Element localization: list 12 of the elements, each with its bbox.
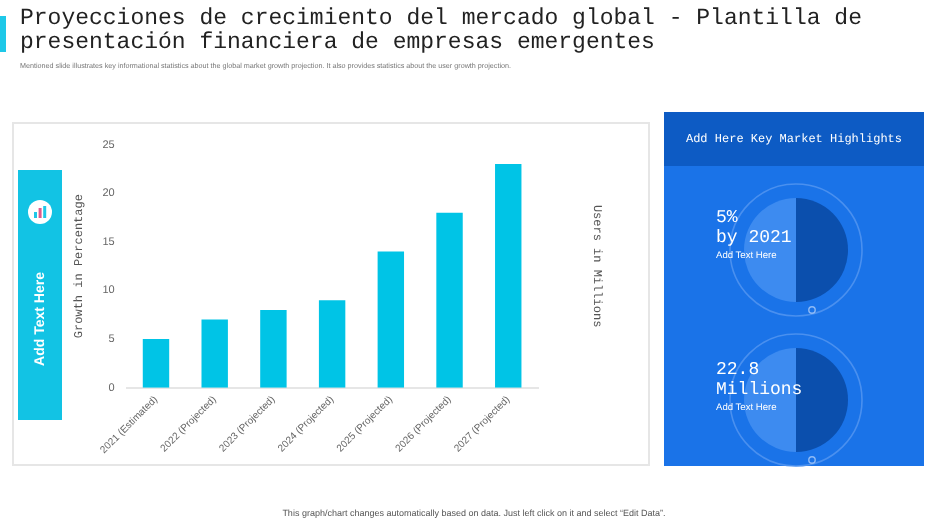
bar xyxy=(377,251,405,388)
text: 22.8 xyxy=(716,360,760,380)
bar xyxy=(436,212,463,388)
bar xyxy=(142,339,170,388)
bar xyxy=(495,164,522,388)
text: 5% xyxy=(716,208,738,228)
bar xyxy=(201,319,228,388)
bar xyxy=(260,309,287,388)
text: Millions xyxy=(716,380,803,400)
chart-title: Proyecciones de crecimiento del mercado global - Plantilla de presentación financiera de empresas emergentes xyxy=(20,6,864,56)
text: by 2021 xyxy=(716,228,792,248)
bar xyxy=(318,300,346,388)
